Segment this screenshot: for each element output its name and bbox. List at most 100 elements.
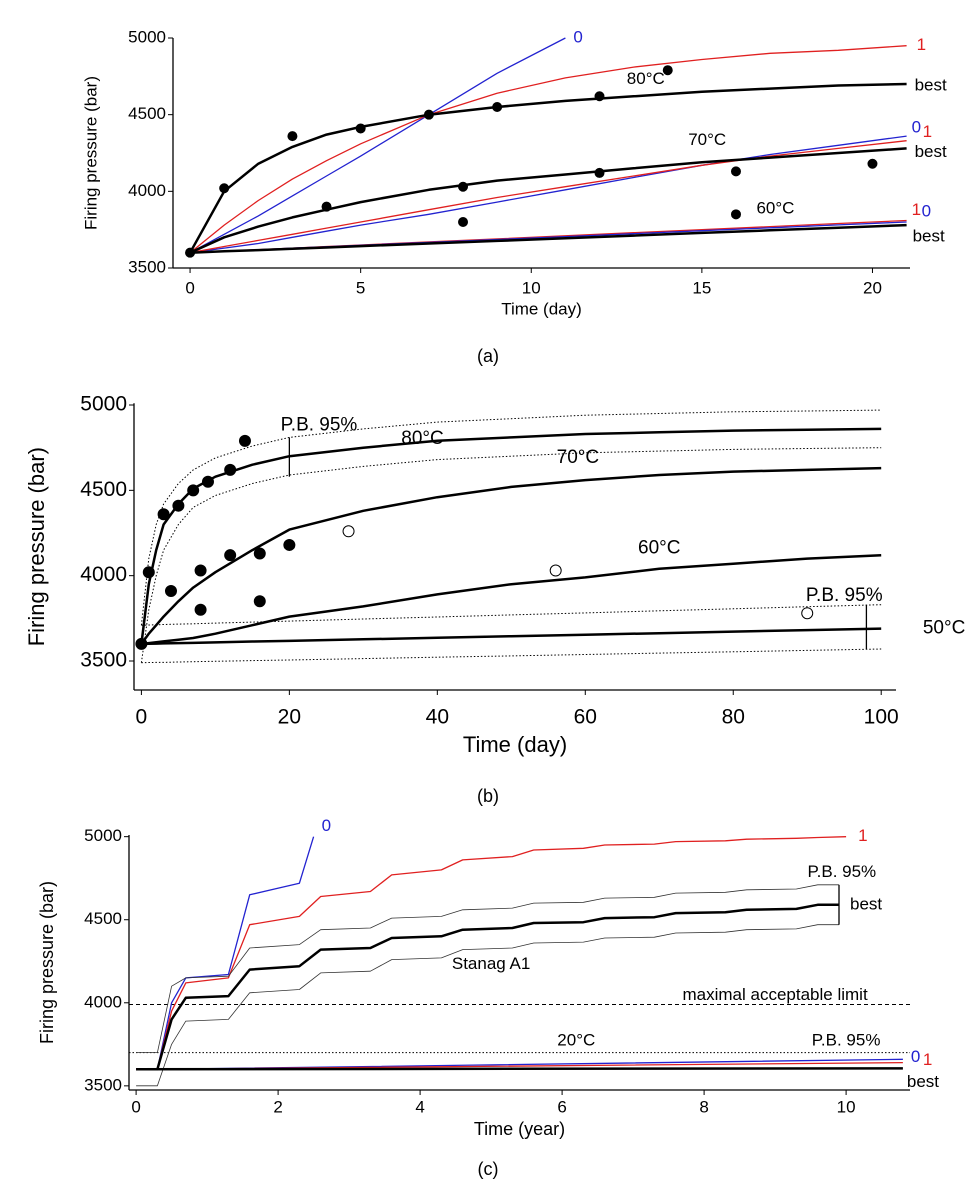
series-line (141, 627, 882, 646)
series-line (136, 924, 839, 1087)
series-label: 0 (322, 816, 331, 835)
x-tick-label: 8 (699, 1097, 708, 1116)
annotation: 80°C (401, 428, 443, 449)
panel-title: (b) (477, 786, 499, 806)
y-tick-label: 5000 (80, 393, 127, 416)
series-line (136, 884, 839, 1053)
x-tick-label: 5 (356, 278, 365, 297)
series-label: 1 (858, 826, 867, 845)
y-tick-label: 3500 (128, 257, 166, 276)
data-point (594, 167, 605, 178)
data-point (201, 475, 214, 488)
series-label: 0 (912, 118, 921, 137)
series-label: 1 (912, 200, 921, 219)
y-tick-label: 5000 (84, 826, 122, 845)
y-tick-label: 4000 (80, 563, 127, 586)
series-label: 0 (573, 27, 582, 46)
annotation: P.B. 95% (281, 415, 358, 436)
series-line (189, 37, 566, 254)
x-tick-label: 4 (415, 1097, 424, 1116)
series-line (136, 903, 839, 1071)
y-tick-label: 4000 (84, 992, 122, 1011)
data-point (730, 166, 741, 177)
series-label: 0 (922, 201, 931, 220)
data-point (321, 201, 332, 212)
annotation: P.B. 95% (812, 1030, 881, 1049)
data-point (253, 595, 266, 608)
series-line (190, 135, 907, 254)
data-point (185, 247, 196, 258)
data-point (492, 102, 503, 112)
annotation: 60°C (756, 198, 794, 217)
x-tick-label: 10 (522, 278, 541, 297)
data-point (342, 525, 355, 538)
x-tick-label: 0 (185, 278, 194, 297)
y-tick-label: 5000 (128, 27, 166, 46)
y-axis-label: Firing pressure (bar) (24, 447, 49, 646)
y-tick-label: 3500 (84, 1075, 122, 1094)
data-point (287, 131, 298, 142)
x-axis-label: Time (day) (463, 732, 567, 757)
x-tick-label: 0 (136, 706, 148, 729)
data-point (594, 91, 605, 102)
series-line (136, 836, 315, 1070)
data-point (730, 209, 741, 220)
data-point (355, 123, 366, 134)
x-tick-label: 2 (273, 1097, 282, 1116)
series-label: best (915, 142, 947, 161)
series-label: 0 (911, 1047, 920, 1066)
series-label: 1 (923, 1050, 932, 1069)
y-tick-label: 4500 (80, 478, 127, 501)
y-tick-label: 4500 (128, 104, 166, 123)
x-tick-label: 100 (864, 706, 899, 729)
data-point (458, 217, 469, 227)
series-line (141, 648, 882, 664)
panel-title: (a) (477, 346, 499, 366)
series-line (140, 447, 882, 663)
x-tick-label: 20 (278, 706, 301, 729)
x-axis-label: Time (year) (474, 1119, 565, 1139)
y-tick-label: 3500 (80, 649, 127, 672)
data-point (283, 538, 296, 551)
data-point (238, 434, 251, 447)
annotation: 60°C (638, 537, 680, 558)
y-axis-label: Firing pressure (bar) (37, 881, 57, 1044)
x-tick-label: 6 (557, 1097, 566, 1116)
series-line (141, 553, 882, 646)
x-tick-label: 20 (863, 278, 882, 297)
x-tick-label: 60 (574, 706, 597, 729)
data-point (224, 463, 237, 476)
series-line (189, 45, 907, 254)
data-point (801, 607, 814, 620)
data-point (142, 566, 155, 579)
data-point (458, 181, 469, 192)
data-point (549, 564, 562, 577)
data-point (194, 603, 207, 616)
series-label: best (915, 75, 947, 94)
series-line (190, 223, 907, 254)
x-tick-label: 15 (692, 278, 711, 297)
annotation: P.B. 95% (806, 585, 883, 606)
annotation: 70°C (557, 447, 599, 468)
series-label: 1 (917, 35, 926, 54)
x-tick-label: 80 (722, 706, 745, 729)
data-point (187, 484, 200, 497)
annotation: 20°C (557, 1030, 595, 1049)
series-line (141, 604, 882, 626)
series-label: best (913, 227, 945, 246)
x-tick-label: 10 (837, 1097, 856, 1116)
annotation: maximal acceptable limit (683, 985, 868, 1004)
data-point (867, 158, 878, 169)
data-point (662, 65, 673, 76)
data-point (164, 585, 177, 598)
x-tick-label: 0 (131, 1097, 140, 1116)
data-point (224, 549, 237, 562)
series-line (189, 82, 907, 254)
annotation: P.B. 95% (807, 862, 876, 881)
annotation: 80°C (627, 69, 665, 88)
annotation: 70°C (688, 130, 726, 149)
y-axis-label: Firing pressure (bar) (81, 76, 100, 230)
panel-title: (c) (478, 1159, 499, 1179)
series-line (140, 427, 882, 645)
